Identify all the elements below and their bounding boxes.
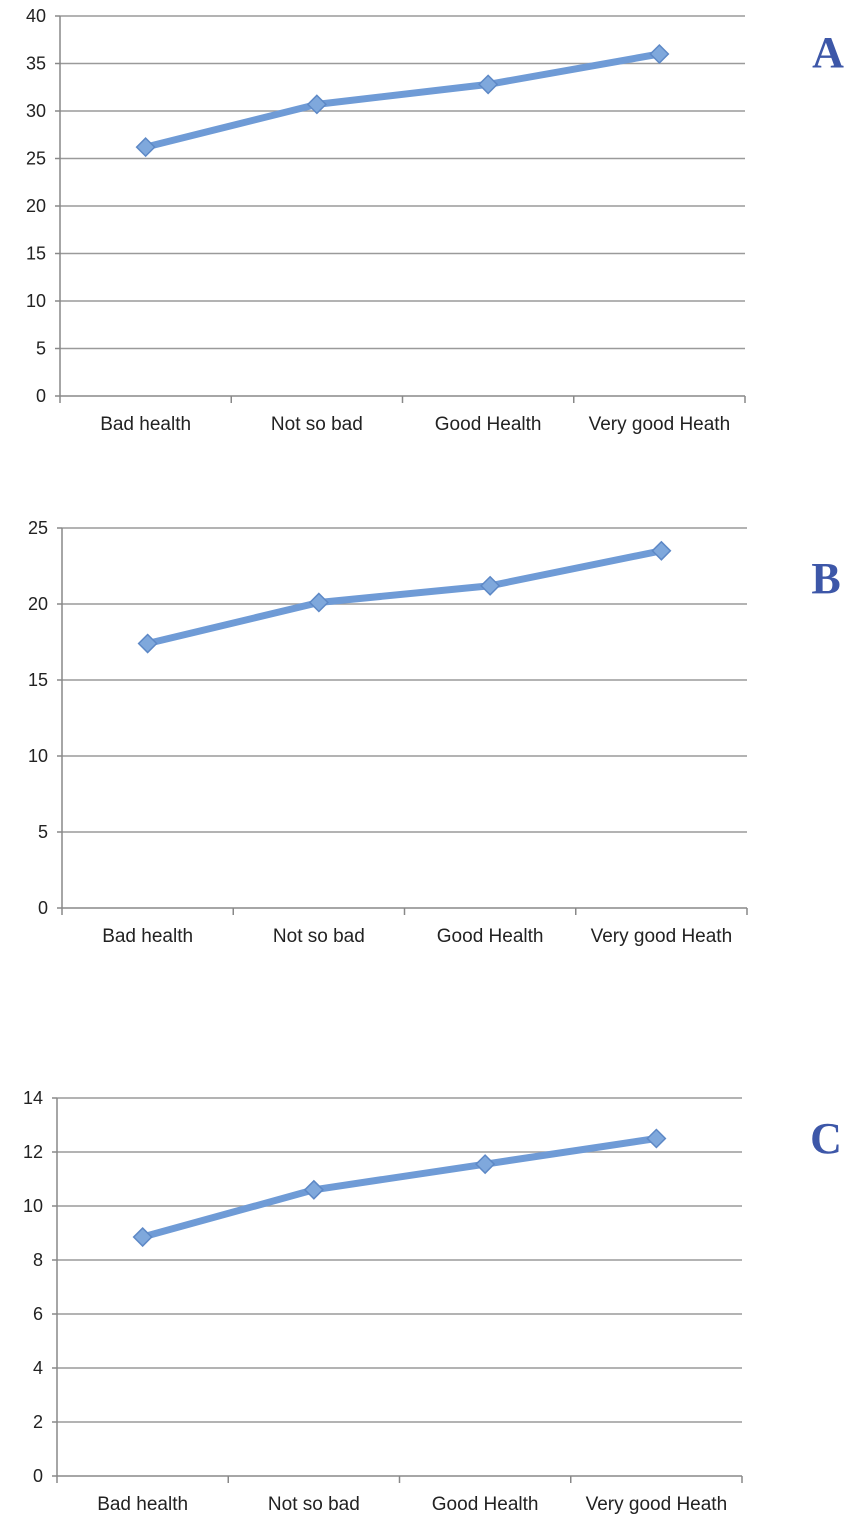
data-point: [132, 1226, 153, 1248]
x-tick-label: Not so bad: [271, 414, 363, 435]
x-tick-label: Good Health: [432, 1494, 539, 1515]
data-point: [646, 1128, 667, 1149]
data-point: [308, 592, 329, 613]
y-tick-label: 14: [23, 1088, 43, 1108]
x-tick-label: Very good Heath: [586, 1494, 728, 1515]
panel-label: B: [811, 554, 840, 603]
y-tick-label: 10: [23, 1196, 43, 1216]
y-tick-label: 8: [33, 1250, 43, 1270]
y-tick-label: 35: [26, 54, 46, 74]
y-tick-label: 0: [36, 386, 46, 406]
data-point: [303, 1179, 324, 1200]
series-line: [139, 1135, 660, 1241]
y-tick-label: 0: [38, 898, 48, 918]
y-tick-label: 2: [33, 1412, 43, 1432]
x-tick-label: Not so bad: [268, 1494, 360, 1515]
chart-b: 0 5 10 15 20 25 Bad health Not so bad Good Healt…: [28, 518, 841, 947]
x-tick-label: Bad health: [100, 414, 191, 435]
x-tick-label: Very good Heath: [591, 926, 733, 947]
y-tick-label: 5: [38, 822, 48, 842]
y-tick-label: 40: [26, 6, 46, 26]
y-tick-label: 0: [33, 1466, 43, 1486]
x-tick-label: Bad health: [97, 1494, 188, 1515]
panel-label: A: [812, 28, 844, 77]
x-tick-label: Good Health: [437, 926, 544, 947]
series-line: [142, 50, 663, 151]
chart-a: 0 5 10 15 20 25 30 35 40 Bad health Not so bad Good…: [26, 6, 844, 435]
y-tick-label: 30: [26, 101, 46, 121]
x-tick-label: Bad health: [102, 926, 193, 947]
y-tick-label: 25: [28, 518, 48, 538]
y-tick-label: 15: [26, 244, 46, 264]
data-point: [649, 43, 670, 65]
x-tick-label: Not so bad: [273, 926, 365, 947]
series-line: [144, 547, 665, 648]
data-point: [651, 540, 672, 561]
y-tick-label: 15: [28, 670, 48, 690]
x-tick-label: Good Health: [435, 414, 542, 435]
y-tick-label: 20: [26, 196, 46, 216]
x-tick-label: Very good Heath: [589, 414, 731, 435]
data-point: [135, 137, 156, 158]
y-tick-label: 12: [23, 1142, 43, 1162]
y-tick-label: 20: [28, 594, 48, 614]
data-point: [480, 575, 501, 596]
data-point: [478, 74, 499, 95]
y-tick-label: 10: [26, 291, 46, 311]
y-tick-label: 5: [36, 339, 46, 359]
y-tick-label: 6: [33, 1304, 43, 1324]
data-point: [306, 94, 327, 115]
data-point: [475, 1154, 496, 1175]
y-tick-label: 10: [28, 746, 48, 766]
data-point: [137, 633, 158, 654]
y-tick-label: 25: [26, 149, 46, 169]
chart-c: 0 2 4 6 8 10 12 14 Bad health Not so bad Good Heal…: [23, 1088, 842, 1515]
panel-label: C: [810, 1114, 842, 1163]
y-tick-label: 4: [33, 1358, 43, 1378]
